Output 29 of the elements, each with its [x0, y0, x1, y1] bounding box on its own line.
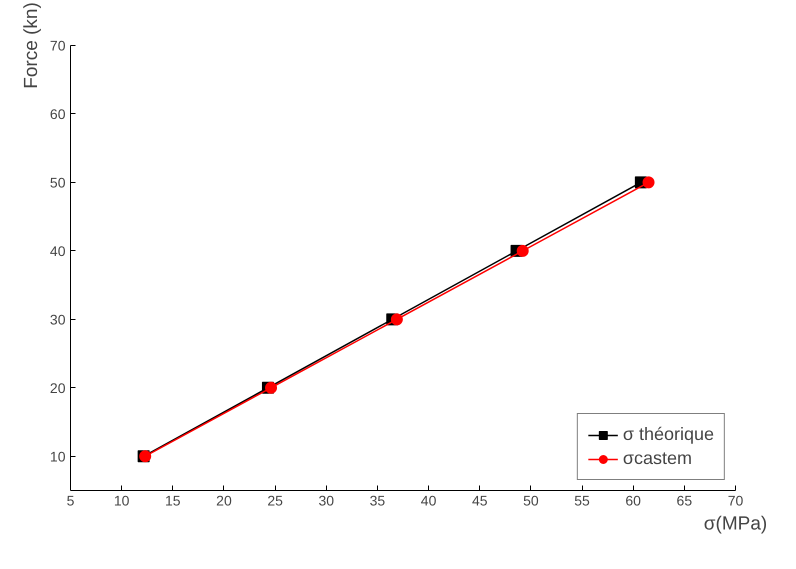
x-tick-label: 15	[165, 492, 181, 508]
x-tick-label: 5	[66, 492, 75, 508]
x-tick-label: 20	[216, 492, 232, 508]
x-tick-label: 30	[318, 492, 334, 508]
x-tick-label: 25	[267, 492, 284, 508]
y-tick-label: 60	[50, 106, 66, 122]
y-tick-label: 40	[50, 242, 66, 259]
point	[390, 313, 403, 326]
x-tick-label: 60	[625, 492, 642, 508]
x-tick-label: 65	[676, 492, 692, 508]
x-tick-label: 40	[420, 492, 437, 508]
legend-label: σcastem	[622, 448, 692, 469]
y-tick-label: 70	[50, 38, 66, 54]
point	[516, 244, 529, 257]
y-tick-label: 10	[50, 448, 66, 464]
point	[265, 382, 278, 394]
x-tick-label: 35	[370, 492, 386, 508]
point	[642, 176, 655, 188]
x-tick-label: 10	[114, 492, 130, 508]
x-tick-label: 50	[523, 492, 539, 508]
legend-label: σ théorique	[622, 424, 714, 445]
y-tick-label: 50	[50, 174, 66, 190]
x-tick-label: 55	[574, 492, 590, 508]
x-axis-title: σ(MPa)	[704, 514, 768, 534]
y-tick-label: 30	[50, 311, 66, 328]
x-tick-label: 45	[472, 492, 488, 508]
y-axis-title: Force (kn)	[20, 2, 42, 89]
x-tick-label: 70	[728, 492, 744, 508]
y-tick-label: 20	[50, 380, 66, 396]
